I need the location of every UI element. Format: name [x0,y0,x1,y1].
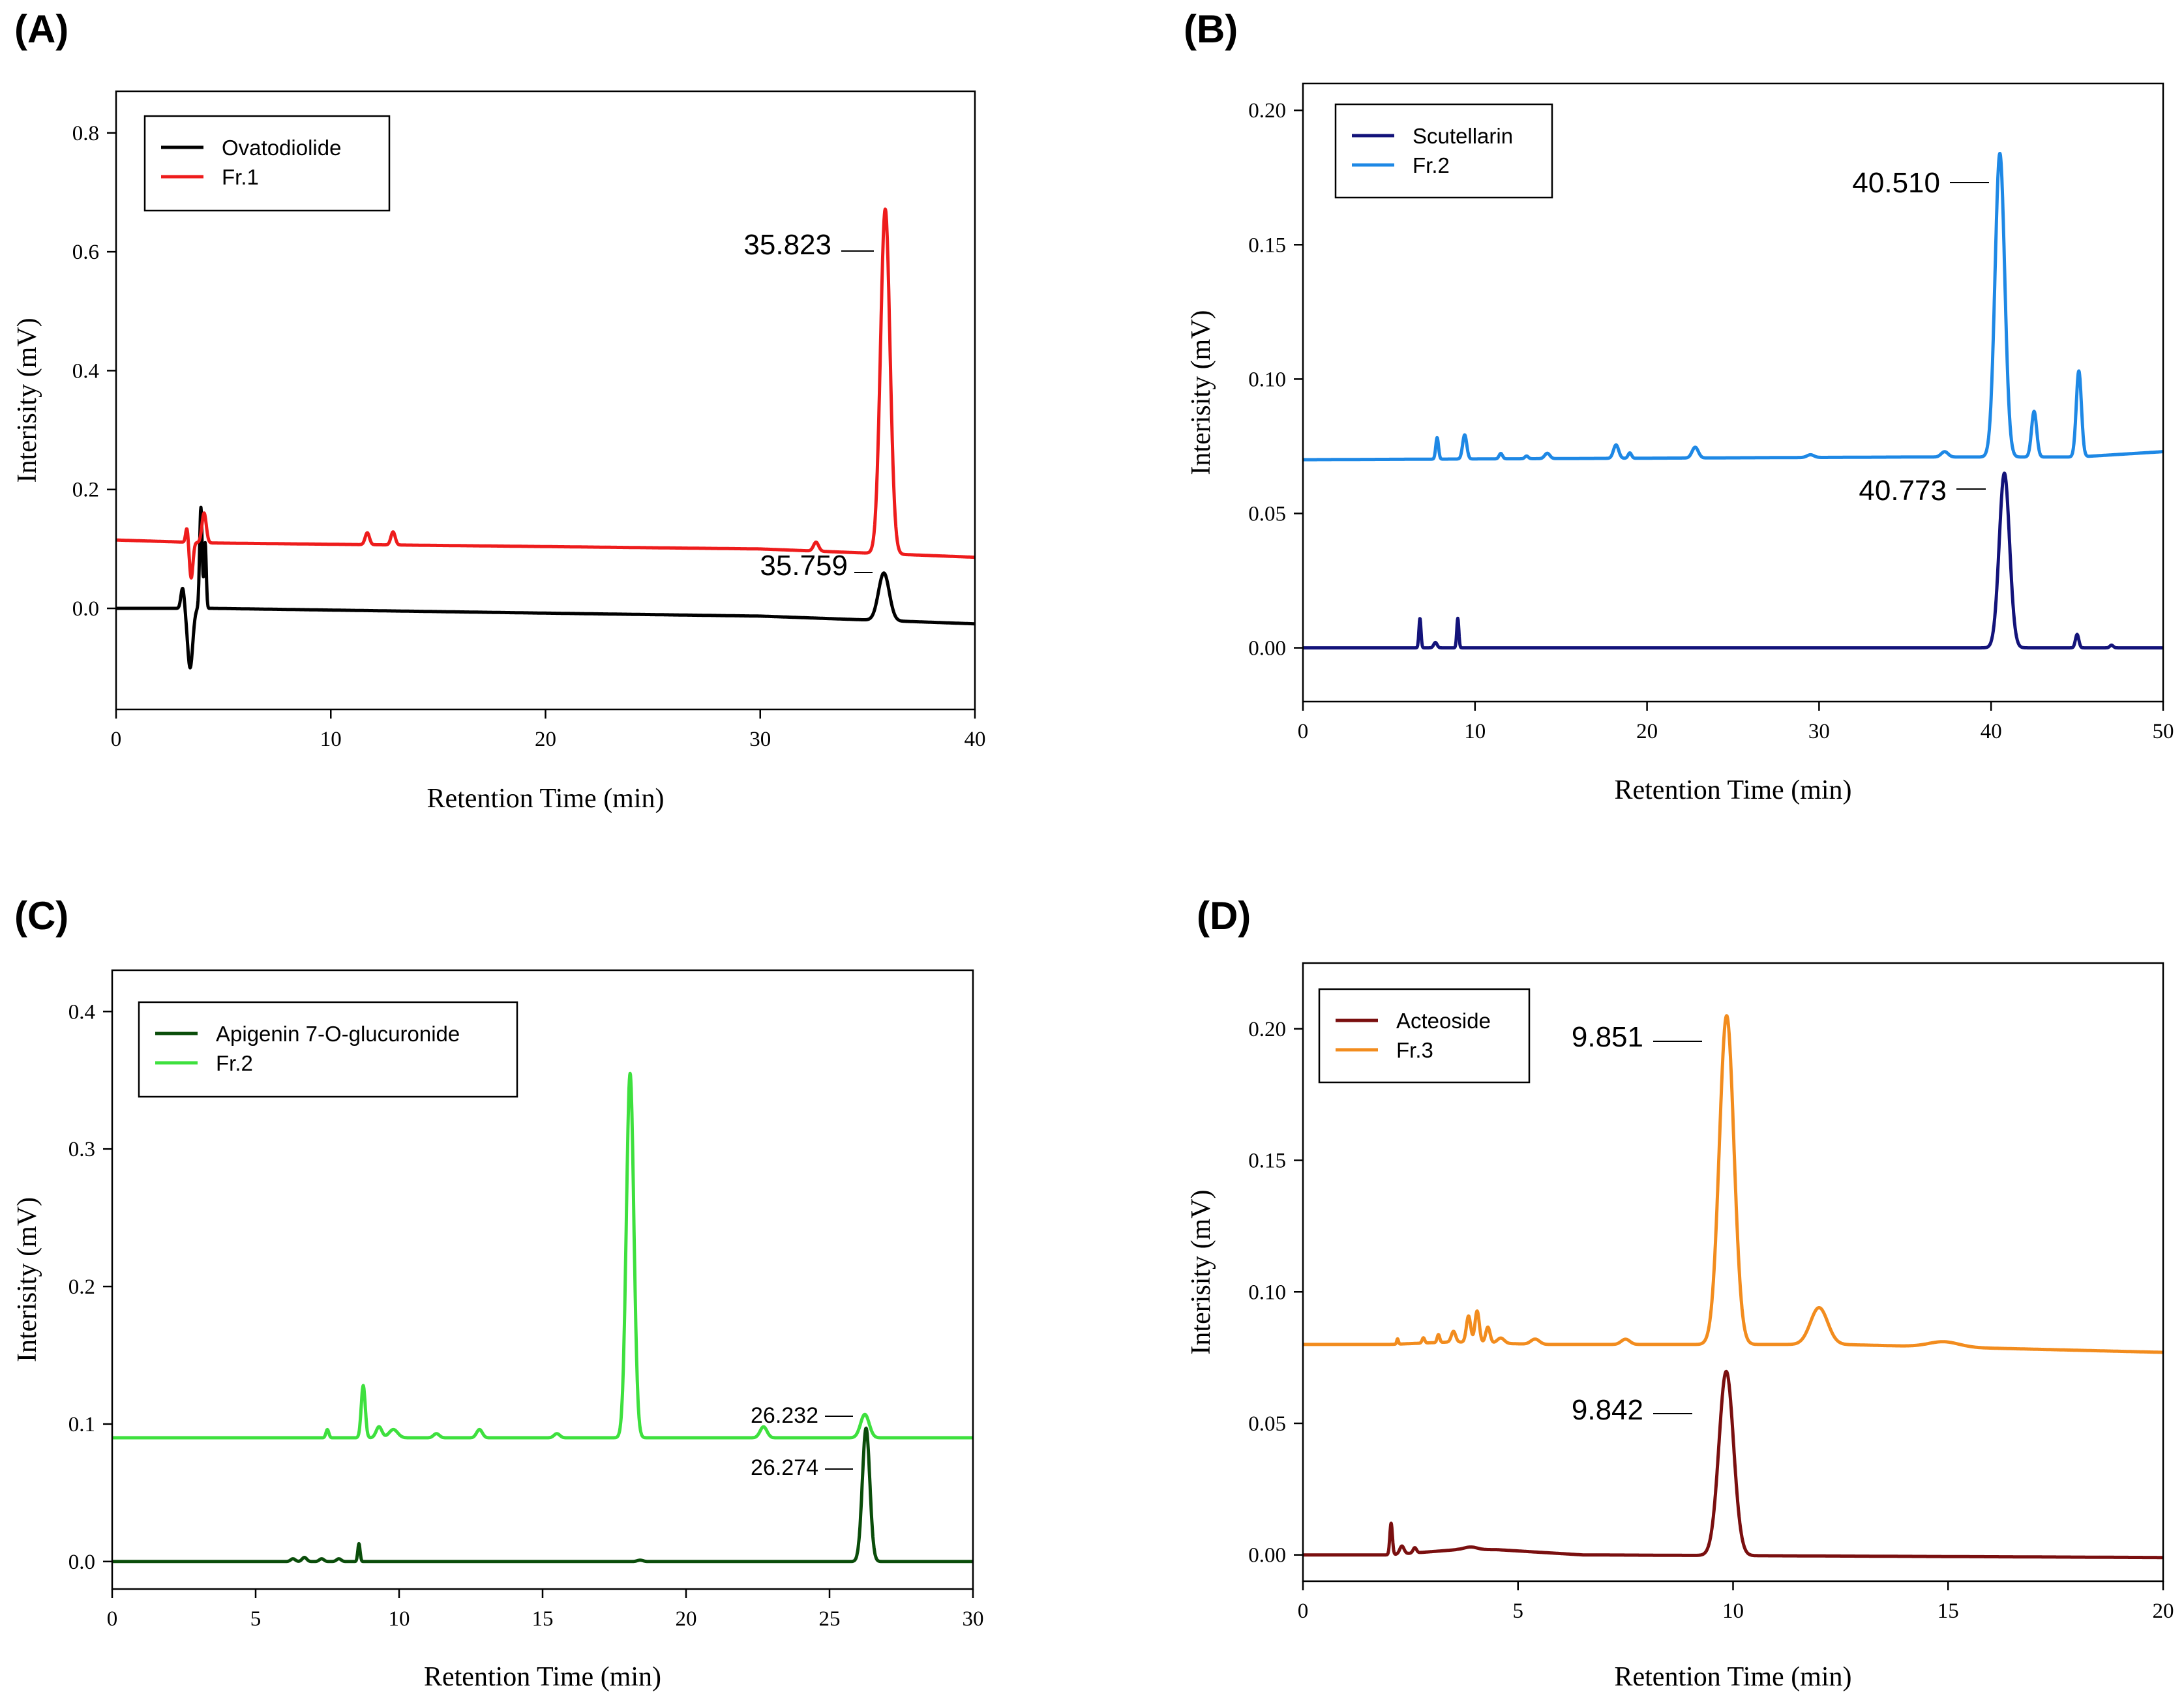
legend: Acteoside Fr.3 [1318,988,1531,1084]
chart-panel-2: (B) 0 10 20 30 40 50 0.00 0.05 0.10 0.15 0.20 Retent… [1184,7,2174,805]
y-tick-label: 0.0 [68,1551,95,1574]
series-line-1 [116,505,975,670]
peak-label: 40.510 [1852,167,1940,199]
y-axis-title: Interisity (mV) [12,318,42,483]
x-tick-label: 5 [1513,1599,1524,1623]
x-tick-label: 10 [389,1607,410,1631]
legend-label-1: Acteoside [1396,1009,1491,1033]
y-tick-label: 0.00 [1248,637,1286,661]
peak-label: 35.823 [743,229,831,261]
y-tick-label: 0.4 [68,1000,95,1024]
legend-label-1: Scutellarin [1413,124,1513,148]
x-tick-label: 10 [1722,1599,1744,1623]
x-tick-label: 30 [1808,720,1830,743]
y-tick-label: 0.10 [1248,368,1286,391]
y-tick-label: 0.00 [1248,1544,1286,1568]
x-tick-label: 0 [1298,1599,1309,1623]
x-axis-title: Retention Time (min) [426,784,664,814]
x-tick-label: 20 [1636,720,1658,743]
legend-label-2: Fr.2 [216,1051,253,1075]
x-tick-label: 30 [963,1607,984,1631]
y-tick-label: 0.15 [1248,233,1286,257]
x-tick-label: 30 [749,728,771,751]
y-tick-label: 0.0 [72,597,99,621]
x-tick-label: 15 [1937,1599,1959,1623]
series-line-2 [1303,1014,2163,1354]
y-tick-label: 0.1 [68,1413,95,1436]
y-tick-label: 0.05 [1248,502,1286,526]
series-line-1 [1303,1369,2163,1560]
legend: Scutellarin Fr.2 [1334,103,1553,199]
legend: Ovatodiolide Fr.1 [143,115,391,212]
x-tick-label: 20 [2153,1599,2174,1623]
x-axis-title: Retention Time (min) [1614,1662,1851,1692]
series-line-2 [1303,152,2163,462]
series-line-2 [112,1071,973,1440]
x-tick-label: 20 [676,1607,697,1631]
panel-letter: (B) [1184,7,1238,51]
peak-label: 35.759 [760,550,848,582]
legend-label-2: Fr.2 [1413,153,1450,177]
peak-label: 40.773 [1859,475,1947,507]
x-tick-label: 10 [320,728,342,751]
x-axis-title: Retention Time (min) [424,1662,661,1692]
y-axis-title: Interisity (mV) [1186,310,1216,475]
legend-label-2: Fr.1 [222,165,259,189]
legend-box [1334,103,1553,199]
series-line-2 [116,207,975,580]
x-tick-label: 25 [819,1607,841,1631]
y-tick-label: 0.3 [68,1138,95,1161]
panel-letter: (C) [14,894,68,938]
y-tick-label: 0.6 [72,241,99,264]
y-tick-label: 0.10 [1248,1281,1286,1304]
peak-label: 26.274 [751,1455,818,1480]
x-tick-label: 50 [2153,720,2174,743]
x-tick-label: 0 [111,728,122,751]
x-tick-label: 10 [1464,720,1486,743]
y-tick-label: 0.2 [72,479,99,502]
chart-panel-3: (C) 0 5 10 15 20 25 30 0.0 0.1 0.2 0.3 0.4 Retention … [12,894,984,1692]
y-tick-label: 0.05 [1248,1412,1286,1436]
chart-panel-1: (A) 0 10 20 30 40 0.0 0.2 0.4 0.6 0.8 Retention Tim… [12,7,986,814]
y-axis-title: Interisity (mV) [1186,1189,1216,1354]
legend-label-1: Apigenin 7-O-glucuronide [216,1022,460,1046]
panel-letter: (A) [14,7,68,51]
x-tick-label: 40 [965,728,986,751]
x-tick-label: 0 [107,1607,118,1631]
legend-label-1: Ovatodiolide [222,136,341,160]
peak-label: 9.851 [1572,1021,1643,1053]
legend: Apigenin 7-O-glucuronide Fr.2 [138,1001,518,1098]
x-tick-label: 40 [1981,720,2002,743]
panel-letter: (D) [1197,894,1251,938]
plot-frame [1302,82,2164,703]
legend-label-2: Fr.3 [1396,1038,1433,1062]
x-tick-label: 15 [532,1607,554,1631]
legend-box [1318,988,1531,1084]
y-tick-label: 0.8 [72,122,99,145]
chart-panel-4: (D) 0 5 10 15 20 0.00 0.05 0.10 0.15 0.20 Retention… [1186,894,2174,1692]
x-tick-label: 5 [250,1607,262,1631]
y-tick-label: 0.15 [1248,1150,1286,1173]
y-tick-label: 0.20 [1248,1018,1286,1041]
legend-box [138,1001,518,1098]
y-tick-label: 0.4 [72,359,99,383]
series-line-1 [1303,471,2163,650]
series-line-1 [112,1426,973,1564]
y-axis-title: Interisity (mV) [12,1197,42,1362]
x-tick-label: 20 [535,728,556,751]
legend-box [143,115,391,212]
x-tick-label: 0 [1298,720,1309,743]
y-tick-label: 0.2 [68,1275,95,1299]
x-axis-title: Retention Time (min) [1614,775,1851,805]
peak-label: 26.232 [751,1403,818,1428]
y-tick-label: 0.20 [1248,99,1286,123]
peak-label: 9.842 [1572,1394,1643,1426]
